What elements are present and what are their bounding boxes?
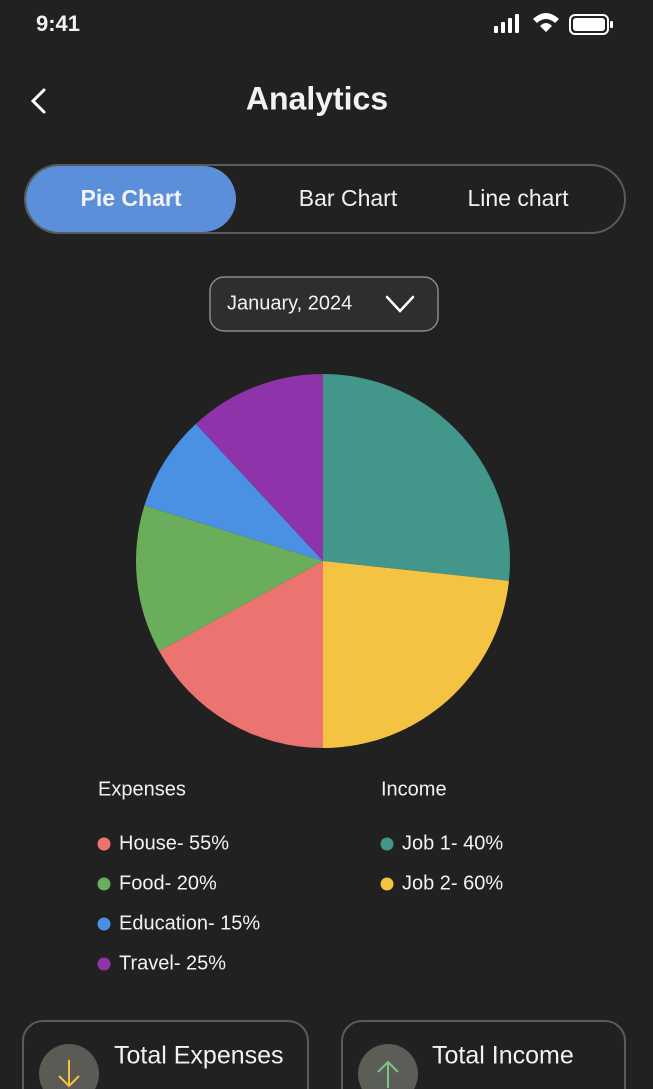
legend-title: Income [381, 778, 447, 800]
status-time: 9:41 [36, 11, 80, 36]
pie-slice [323, 374, 511, 581]
legend-label: Job 1- 40% [402, 832, 503, 854]
pie-slice [144, 423, 323, 561]
legend-dot [97, 837, 111, 851]
card[interactable] [341, 1020, 626, 1089]
back-button[interactable] [30, 88, 46, 114]
down-arrow [58, 1060, 80, 1088]
period-dropdown[interactable] [209, 276, 439, 332]
card-title: Total Income [432, 1042, 574, 1070]
legend-dot [97, 957, 111, 971]
tab-bar [24, 164, 626, 234]
pie [135, 374, 511, 748]
legend-label: Food- 20% [119, 872, 217, 894]
tab[interactable]: Pie Chart [81, 185, 182, 211]
legend-dot [97, 917, 111, 931]
legend-label: Education- 15% [119, 912, 260, 934]
tab[interactable]: Line chart [467, 185, 569, 211]
pie-slice [195, 374, 323, 561]
tab[interactable]: Bar Chart [299, 185, 398, 211]
legend-label: Travel- 25% [119, 952, 226, 974]
page-title: Analytics [246, 80, 388, 116]
legend-label: Job 2- 60% [402, 872, 503, 894]
card-title: Total Expenses [114, 1042, 284, 1070]
legend-dot [380, 877, 394, 891]
legend-label: House- 55% [119, 832, 229, 854]
active-tab[interactable] [26, 166, 236, 232]
legend: Expenses House- 55% Food- 20% Education- 15… [97, 778, 503, 974]
card[interactable] [22, 1020, 309, 1089]
period-label: January, 2024 [227, 292, 352, 314]
dropdown-arrow [385, 295, 415, 313]
up-arrow [377, 1060, 399, 1088]
pie-slice [135, 505, 323, 652]
pie-slice [159, 561, 323, 748]
status-icons [494, 13, 613, 35]
legend-dot [380, 837, 394, 851]
pie-slice [323, 561, 509, 748]
legend-title: Expenses [98, 778, 186, 800]
legend-dot [97, 877, 111, 891]
